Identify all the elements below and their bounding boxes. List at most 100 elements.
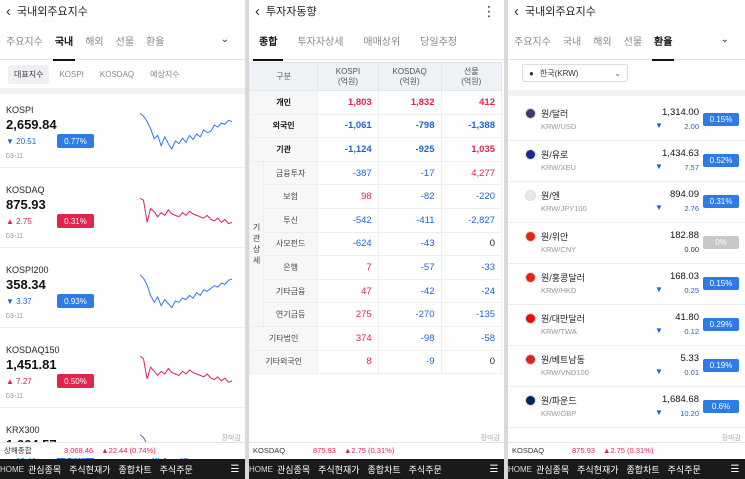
currency-select[interactable]: ● 한국(KRW) ⌄ [522, 64, 628, 82]
ticker-change: ▲2.75 (0.31%) [343, 446, 395, 455]
exchange-rate-screen: ‹ 국내외주요지수 주요지수 국내 해외 선물 환율 ⌄ ● 한국(KRW) ⌄ 원/달러… [508, 0, 745, 479]
nav-order[interactable]: 주식주문 [408, 464, 442, 475]
back-arrow-icon[interactable]: ‹ [6, 2, 11, 20]
filter-chip[interactable]: 대표지수 [8, 64, 50, 84]
ticker-bar[interactable]: KOSDAQ 875.93 ▲2.75 (0.31%) 장마감 [249, 435, 504, 458]
exchange-rate-row[interactable]: 원/파운드 KRW/GBP 1,684.68 ▼ 10.20 0.6% [508, 387, 745, 428]
value-cell: -1,124 [317, 137, 379, 162]
currency-pair-name: 원/위안 [541, 232, 569, 242]
country-flag-icon [525, 108, 536, 119]
nav-watchlist[interactable]: 관심종목 [28, 464, 62, 475]
menu-icon[interactable]: ☰ [489, 463, 499, 475]
value-cell: -1,061 [317, 113, 379, 139]
exchange-rate-row[interactable]: 원/베트남동 KRW/VND100 5.33 ▼ 0.01 0.19% [508, 346, 745, 387]
down-arrow-icon: ▼ [655, 285, 663, 294]
index-row[interactable]: KOSDAQ 875.93 ▲ 2.75 0.31% 03-11 [0, 176, 245, 248]
sparkline-chart [140, 274, 232, 309]
country-flag-icon [525, 313, 536, 324]
ticker-change: ▲2.75 (0.31%) [602, 446, 654, 455]
ticker-value: 875.93 [313, 446, 336, 455]
ticker-value: 875.93 [572, 446, 595, 455]
change-percent-badge: 0.6% [703, 400, 739, 413]
exchange-rate-row[interactable]: 원/엔 KRW/JPY100 894.09 ▼ 2.76 0.31% [508, 182, 745, 223]
home-icon[interactable]: HOME [0, 464, 24, 474]
tab-1[interactable]: 투자자상세 [297, 37, 344, 48]
nav-current-price[interactable]: 주식현재가 [577, 464, 619, 475]
investor-trend-screen: ‹ 투자자동향 ⋮ 종합 투자자상세 매매상위 당일추정 구분 KOSPI (억원) KOS… [249, 0, 504, 479]
currency-pair-name: 원/홍콩달러 [541, 273, 585, 283]
nav-order[interactable]: 주식주문 [667, 464, 701, 475]
filter-chip[interactable]: KOSDAQ [99, 69, 135, 79]
home-icon[interactable]: HOME [508, 464, 532, 474]
tab-4[interactable]: 환율 [648, 22, 678, 61]
currency-code: KRW/VND100 [541, 368, 589, 377]
chevron-down-icon[interactable]: ⌄ [720, 34, 729, 45]
ticker-bar[interactable]: KOSDAQ 875.93 ▲2.75 (0.31%) 장마감 [508, 435, 745, 458]
table-row: 기타법인 374 -98 -58 [249, 325, 502, 351]
index-name: KOSPI200 [6, 265, 49, 275]
tab-1[interactable]: 국내 [49, 22, 79, 61]
nav-current-price[interactable]: 주식현재가 [318, 464, 360, 475]
currency-code: KRW/JPY100 [541, 204, 587, 213]
table-row: 기타금융 47 -42 -24 [250, 278, 502, 304]
exchange-rate-value: 1,684.68 [662, 394, 699, 405]
row-label: 외국인 [249, 113, 319, 139]
nav-watchlist[interactable]: 관심종목 [277, 464, 311, 475]
value-cell: -24 [440, 278, 502, 304]
back-arrow-icon[interactable]: ‹ [514, 2, 519, 20]
tab-0[interactable]: 주요지수 [514, 37, 551, 48]
chevron-down-icon[interactable]: ⌄ [220, 34, 229, 45]
menu-icon[interactable]: ☰ [730, 463, 740, 475]
exchange-rate-row[interactable]: 원/위안 KRW/CNY 182.88 0.00 0% [508, 223, 745, 264]
exchange-rate-change: 0.00 [684, 245, 699, 254]
tab-3[interactable]: 당일추정 [420, 37, 458, 48]
table-row: 기타외국인 8 -9 0 [249, 349, 502, 375]
value-cell: -135 [440, 302, 502, 327]
nav-order[interactable]: 주식주문 [159, 464, 193, 475]
filter-chip[interactable]: KOSPI [59, 69, 84, 79]
index-name: KOSDAQ [6, 185, 45, 195]
market-status: 장마감 [721, 435, 741, 442]
table-row: 기 관 상 세 금융투자 -387 -17 4,277 [249, 160, 502, 327]
down-arrow-icon: ▼ [655, 121, 663, 130]
currency-select-value: 한국(KRW) [539, 68, 579, 78]
index-row[interactable]: KOSDAQ150 1,451.81 ▲ 7.27 0.50% 03-11 [0, 336, 245, 408]
home-icon[interactable]: HOME [249, 464, 273, 474]
tab-2[interactable]: 해외 [85, 37, 104, 48]
table-row: 보험 98 -82 -220 [250, 184, 502, 209]
tab-0[interactable]: 주요지수 [6, 37, 43, 48]
tab-3[interactable]: 선물 [623, 37, 643, 48]
tab-2[interactable]: 해외 [593, 37, 612, 48]
value-cell: 8 [317, 349, 379, 375]
exchange-rate-row[interactable]: 원/유로 KRW/XEU 1,434.63 ▼ 7.57 0.52% [508, 141, 745, 182]
top-bar: ‹ 국내외주요지수 [0, 0, 245, 22]
tab-2[interactable]: 매매상위 [363, 37, 401, 48]
index-row[interactable]: KOSPI 2,659.84 ▼ 20.51 0.77% 03-11 [0, 96, 245, 168]
value-cell: 0 [440, 231, 502, 257]
nav-chart[interactable]: 종합차트 [626, 464, 660, 475]
more-options-icon[interactable]: ⋮ [482, 2, 496, 19]
nav-watchlist[interactable]: 관심종목 [536, 464, 570, 475]
sparkline-chart [140, 197, 232, 225]
currency-pair-name: 원/베트남동 [541, 355, 585, 365]
table-row: 사모펀드 -624 -43 0 [250, 231, 502, 257]
filter-chip[interactable]: 예상지수 [150, 69, 180, 79]
back-arrow-icon[interactable]: ‹ [255, 2, 260, 20]
menu-icon[interactable]: ☰ [230, 463, 240, 475]
index-change-badge: 0.77% [57, 134, 94, 148]
nav-current-price[interactable]: 주식현재가 [69, 464, 111, 475]
column-header: KOSDAQ (억원) [377, 62, 442, 91]
index-row[interactable]: KOSPI200 358.34 ▼ 3.37 0.93% 03-11 [0, 256, 245, 328]
tab-3[interactable]: 선물 [115, 37, 135, 48]
value-cell: 0 [440, 349, 502, 375]
exchange-rate-row[interactable]: 원/대만달러 KRW/TWA 41.80 ▼ 0.12 0.29% [508, 305, 745, 346]
exchange-rate-row[interactable]: 원/달러 KRW/USD 1,314.00 ▼ 2.00 0.15% [508, 100, 745, 141]
tab-0[interactable]: 종합 [249, 22, 287, 61]
index-screen: ‹ 국내외주요지수 주요지수 국내 해외 선물 환율 ⌄ 대표지수 KOSPI KOSDAQ 예… [0, 0, 245, 479]
nav-chart[interactable]: 종합차트 [367, 464, 401, 475]
tab-1[interactable]: 국내 [562, 37, 582, 48]
nav-chart[interactable]: 종합차트 [118, 464, 152, 475]
exchange-rate-row[interactable]: 원/홍콩달러 KRW/HKD 168.03 ▼ 0.25 0.15% [508, 264, 745, 305]
ticker-bar[interactable]: 상해종합 3,068.46 ▲22.44 (0.74%) 장마감 [0, 435, 245, 458]
tab-4[interactable]: 환율 [146, 37, 165, 48]
